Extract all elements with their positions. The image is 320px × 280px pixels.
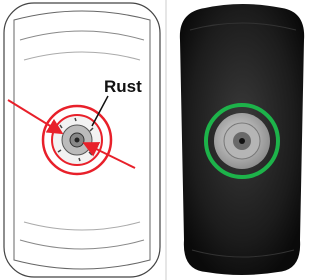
photo-panel: [180, 4, 304, 275]
drawing-panel: Rust: [4, 3, 160, 277]
rust-label: Rust: [104, 77, 142, 96]
figure: Rust: [0, 0, 318, 280]
